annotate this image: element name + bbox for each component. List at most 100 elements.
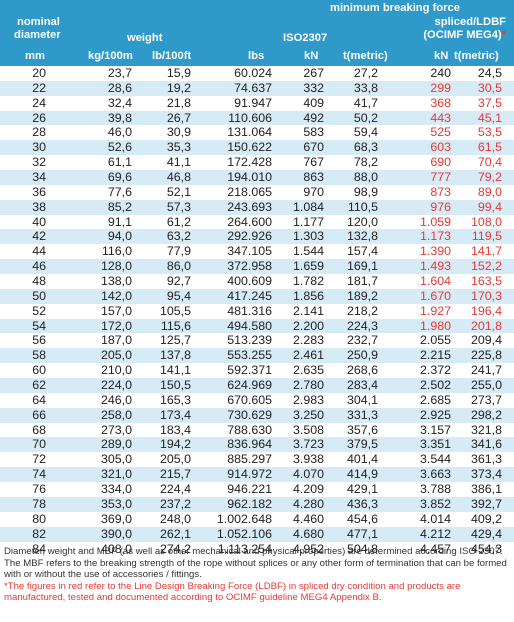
table-row: 52 157,0 105,5 481.316 2.141 218,2 1.927 196,4	[0, 304, 514, 319]
cell-mbf-lbs: 150.622	[227, 140, 272, 155]
cell-mbf-lbs: 417.245	[227, 288, 272, 303]
cell-mbf-tmetric: 414,9	[346, 467, 378, 482]
cell-ldbf-tmetric: 70,4	[477, 155, 502, 170]
cell-mbf-tmetric: 169,1	[346, 259, 378, 274]
table-row: 28 46,0 30,9 131.064 583 59,4 525 53,5	[0, 125, 514, 140]
table-row: 40 91,1 61,2 264.600 1.177 120,0 1.059 108,0	[0, 215, 514, 230]
cell-mbf-lbs: 172.428	[227, 155, 272, 170]
cell-mbf-tmetric: 218,2	[346, 303, 378, 318]
cell-mbf-lbs: 914.972	[227, 467, 272, 482]
cell-ldbf-tmetric: 141,7	[470, 244, 502, 259]
cell-weight-lb: 150,5	[159, 378, 191, 393]
table-row: 60 210,0 141,1 592.371 2.635 268,6 2.372 241,7	[0, 363, 514, 378]
cell-ldbf-tmetric: 273,7	[470, 392, 502, 407]
cell-ldbf-tmetric: 341,6	[470, 437, 502, 452]
cell-mbf-kn: 2.141	[292, 303, 324, 318]
data-table: 20 23,7 15,9 60.024 267 27,2 240 24,5 22 28,6 19,2…	[0, 66, 514, 556]
cell-weight-kg: 157,0	[100, 303, 132, 318]
cell-weight-kg: 246,0	[100, 392, 132, 407]
cell-ldbf-tmetric: 170,3	[470, 288, 502, 303]
cell-mbf-tmetric: 157,4	[346, 244, 378, 259]
cell-mbf-kn: 2.635	[292, 363, 324, 378]
cell-ldbf-tmetric: 454,3	[470, 541, 502, 556]
cell-ldbf-tmetric: 209,4	[470, 333, 502, 348]
table-row: 66 258,0 173,4 730.629 3.250 331,3 2.925 298,2	[0, 407, 514, 423]
cell-mbf-tmetric: 50,2	[353, 110, 378, 125]
table-header: minimum breaking force spliced/LDBF (OCI…	[0, 0, 514, 66]
cell-diameter-mm: 74	[32, 467, 46, 482]
table-row: 20 23,7 15,9 60.024 267 27,2 240 24,5	[0, 66, 514, 81]
table-row: 82 390,0 262,1 1.052.106 4.680 477,1 4.212 429,…	[0, 526, 514, 542]
cell-ldbf-tmetric: 201,8	[470, 318, 502, 333]
cell-mbf-tmetric: 27,2	[353, 66, 378, 80]
table-row: 58 205,0 137,8 553.255 2.461 250,9 2.215 225,8	[0, 348, 514, 364]
cell-weight-kg: 77,6	[107, 184, 132, 199]
cell-ldbf-tmetric: 361,3	[470, 452, 502, 467]
cell-ldbf-kn: 2.925	[419, 407, 451, 422]
cell-diameter-mm: 48	[32, 274, 46, 289]
table-row: 68 273,0 183,4 788.630 3.508 357,6 3.157 321,8	[0, 423, 514, 438]
cell-mbf-kn: 332	[303, 80, 324, 95]
cell-mbf-tmetric: 224,3	[346, 318, 378, 333]
cell-ldbf-tmetric: 163,5	[470, 274, 502, 289]
cell-weight-lb: 237,2	[159, 496, 191, 511]
cell-diameter-mm: 32	[32, 155, 46, 170]
cell-weight-kg: 258,0	[100, 407, 132, 422]
cell-weight-lb: 15,9	[166, 66, 191, 80]
cell-mbf-kn: 1.659	[292, 259, 324, 274]
cell-ldbf-kn: 4.457	[419, 541, 451, 556]
cell-mbf-lbs: 1.002.648	[216, 511, 272, 526]
cell-ldbf-tmetric: 108,0	[470, 214, 502, 229]
cell-weight-lb: 21,8	[166, 95, 191, 110]
cell-mbf-lbs: 670.605	[227, 392, 272, 407]
table-row: 80 369,0 248,0 1.002.648 4.460 454,6 4.014 409,…	[0, 512, 514, 527]
cell-diameter-mm: 26	[32, 110, 46, 125]
cell-mbf-tmetric: 41,7	[353, 95, 378, 110]
cell-mbf-kn: 4.460	[292, 511, 324, 526]
col-header-tmetric-spliced: t(metric)	[454, 50, 499, 62]
table-row: 50 142,0 95,4 417.245 1.856 189,2 1.670 170,3	[0, 288, 514, 304]
cell-diameter-mm: 84	[32, 541, 46, 556]
cell-mbf-tmetric: 68,3	[353, 140, 378, 155]
table-row: 24 32,4 21,8 91.947 409 41,7 368 37,5	[0, 96, 514, 111]
cell-mbf-kn: 267	[303, 66, 324, 80]
cell-ldbf-kn: 603	[430, 140, 451, 155]
cell-mbf-kn: 1.084	[292, 199, 324, 214]
cell-weight-lb: 26,7	[166, 110, 191, 125]
cell-mbf-tmetric: 88,0	[353, 170, 378, 185]
cell-ldbf-tmetric: 119,5	[471, 229, 502, 244]
col-header-lbs: lbs	[248, 50, 265, 62]
cell-mbf-lbs: 110.606	[228, 110, 272, 125]
nominal-label: nominal	[17, 16, 60, 28]
cell-weight-lb: 41,1	[166, 155, 191, 170]
cell-mbf-lbs: 194.010	[227, 170, 272, 185]
cell-ldbf-tmetric: 298,2	[470, 407, 502, 422]
cell-ldbf-tmetric: 373,4	[470, 467, 502, 482]
cell-weight-lb: 141,1	[159, 363, 191, 378]
cell-ldbf-kn: 3.788	[419, 482, 451, 497]
mbf-title: minimum breaking force	[330, 2, 460, 14]
table-row: 48 138,0 92,7 400.609 1.782 181,7 1.604 163,5	[0, 274, 514, 289]
cell-mbf-tmetric: 250,9	[346, 348, 378, 363]
cell-mbf-kn: 2.283	[292, 333, 324, 348]
diameter-label: diameter	[14, 29, 61, 41]
cell-mbf-kn: 4.952	[292, 541, 324, 556]
table-row: 54 172,0 115,6 494.580 2.200 224,3 1.980 201,8	[0, 318, 514, 334]
cell-mbf-lbs: 131.064	[227, 125, 272, 140]
cell-ldbf-kn: 3.544	[419, 452, 451, 467]
cell-diameter-mm: 30	[32, 140, 46, 155]
footnote-ldbf: *The figures in red refer to the Line De…	[4, 580, 461, 604]
cell-ldbf-kn: 1.173	[419, 229, 451, 244]
col-header-mm: mm	[25, 50, 45, 62]
table-row: 70 289,0 194,2 836.964 3.723 379,5 3.351 341,6	[0, 437, 514, 453]
cell-mbf-lbs: 885.297	[227, 452, 272, 467]
ocimf-title: (OCIMF MEG4)*	[423, 29, 506, 41]
cell-diameter-mm: 56	[32, 333, 46, 348]
table-row: 36 77,6 52,1 218.065 970 98,9 873 89,0	[0, 185, 514, 200]
cell-mbf-lbs: 553.255	[227, 348, 272, 363]
cell-mbf-lbs: 1.052.106	[216, 526, 272, 541]
cell-weight-kg: 32,4	[107, 95, 132, 110]
cell-weight-lb: 205,0	[159, 452, 191, 467]
footnote-iso: Diameter, weight and MBF (as well as oth…	[4, 546, 507, 581]
cell-mbf-tmetric: 181,7	[346, 274, 378, 289]
